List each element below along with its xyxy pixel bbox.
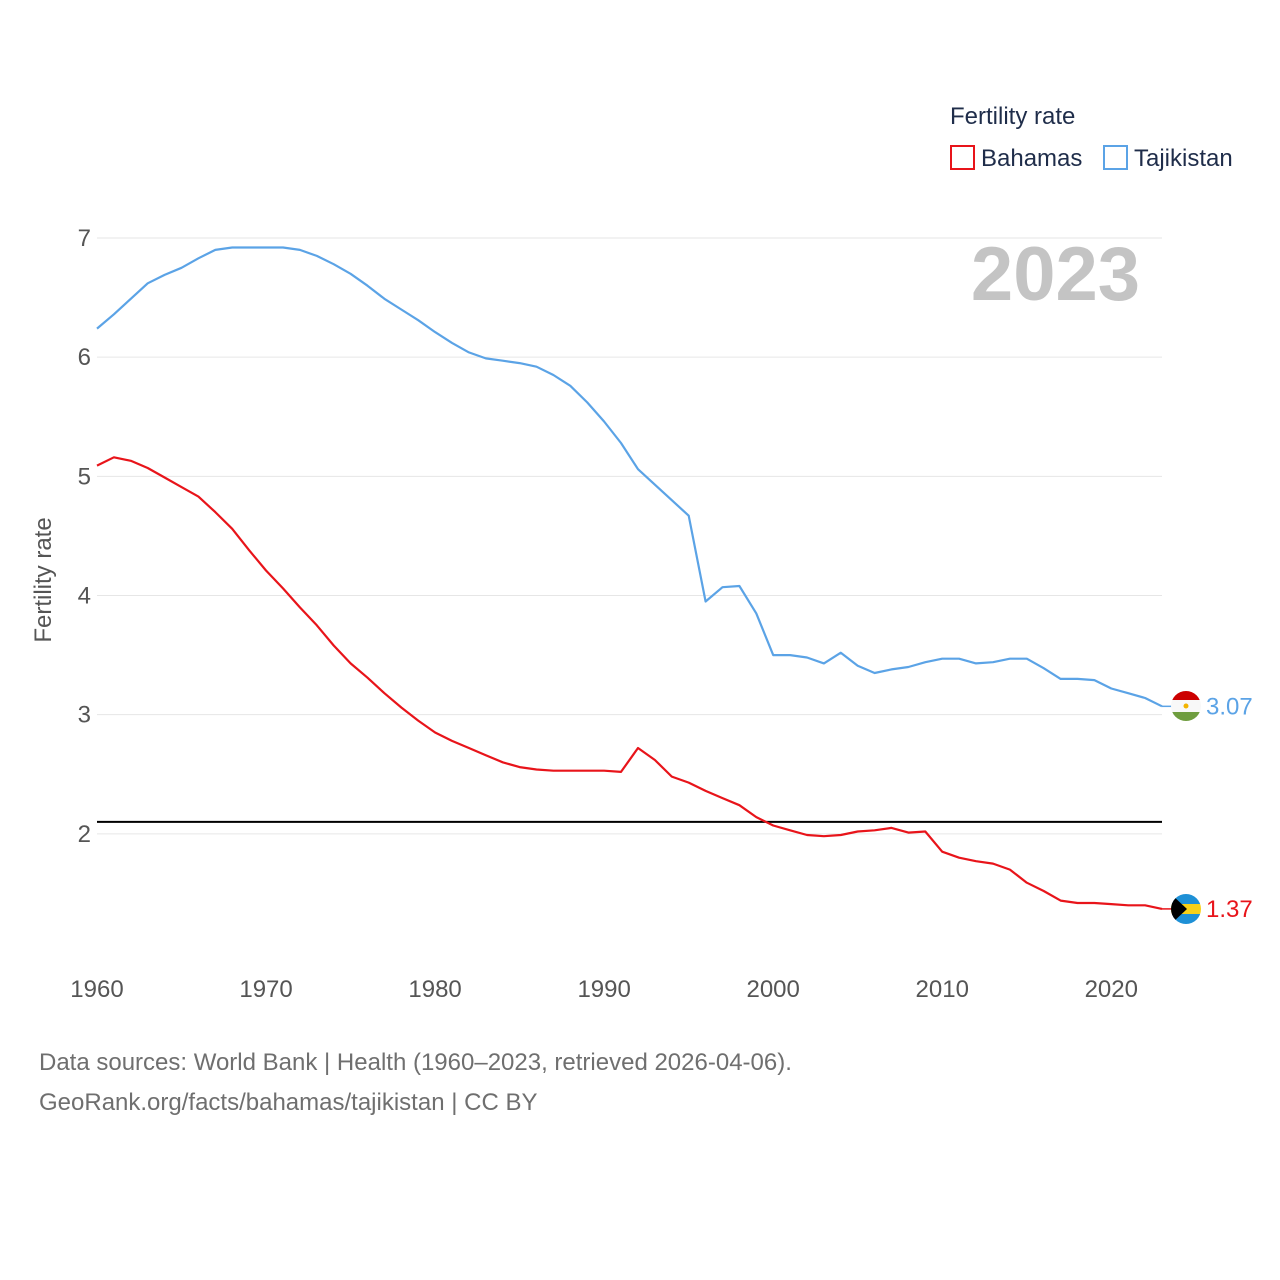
y-tick-label-2: 2 (78, 821, 91, 848)
legend-swatch-bahamas (950, 145, 975, 170)
year-watermark: 2023 (971, 232, 1140, 317)
series-lines (96, 246, 1163, 910)
x-tick-label-2010: 2010 (916, 976, 969, 1003)
y-tick-label-3: 3 (78, 702, 91, 729)
y-tick-label-7: 7 (78, 225, 91, 252)
series-end-markers: 1.37 3.07 (1162, 693, 1253, 923)
x-tick-label-2000: 2000 (746, 976, 799, 1003)
y-axis-title: Fertility rate (30, 517, 57, 642)
y-tick-label-5: 5 (78, 463, 91, 490)
grid-lines (97, 237, 1162, 835)
x-tick-label-1960: 1960 (70, 976, 123, 1003)
attribution-link[interactable]: GeoRank.org/facts/bahamas/tajikistan | C… (39, 1089, 538, 1116)
end-value-label-tajikistan: 3.07 (1206, 693, 1253, 720)
bahamas-flag-icon (1171, 894, 1201, 924)
legend-title: Fertility rate (950, 103, 1075, 130)
y-tick-labels: 2 3 4 5 6 7 (78, 225, 91, 848)
x-tick-label-1970: 1970 (239, 976, 292, 1003)
x-tick-label-1990: 1990 (577, 976, 630, 1003)
fertility-rate-chart: Fertility rate Bahamas Tajikistan 2023 F… (30, 103, 1253, 1003)
legend-swatch-tajikistan (1103, 145, 1128, 170)
legend-label-bahamas[interactable]: Bahamas (981, 145, 1082, 172)
y-tick-label-4: 4 (78, 583, 91, 610)
tajikistan-flag-icon (1171, 691, 1201, 721)
end-value-label-bahamas: 1.37 (1206, 896, 1253, 923)
x-tick-label-1980: 1980 (408, 976, 461, 1003)
series-line-bahamas[interactable] (96, 456, 1163, 910)
series-line-tajikistan[interactable] (96, 246, 1163, 708)
y-tick-label-6: 6 (78, 344, 91, 371)
legend-label-tajikistan[interactable]: Tajikistan (1134, 145, 1233, 172)
x-tick-labels: 1960 1970 1980 1990 2000 2010 2020 (70, 976, 1138, 1003)
footer: Data sources: World Bank | Health (1960–… (39, 1043, 792, 1123)
data-sources-text: Data sources: World Bank | Health (1960–… (39, 1049, 792, 1076)
x-tick-label-2020: 2020 (1085, 976, 1138, 1003)
